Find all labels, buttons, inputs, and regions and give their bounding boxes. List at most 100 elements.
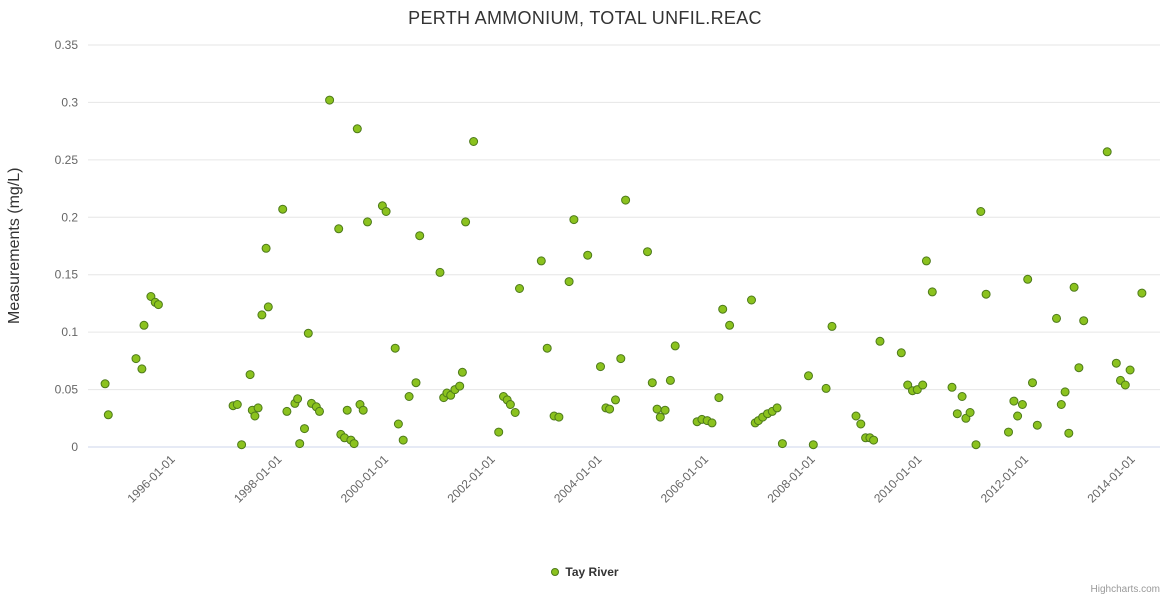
data-point[interactable]	[390, 343, 400, 353]
data-point[interactable]	[1056, 400, 1066, 409]
data-point[interactable]	[827, 321, 837, 331]
data-point[interactable]	[655, 412, 665, 422]
data-point[interactable]	[927, 287, 937, 297]
data-point[interactable]	[777, 439, 787, 449]
data-point[interactable]	[1120, 380, 1130, 390]
data-point[interactable]	[1052, 313, 1061, 323]
data-point[interactable]	[1009, 396, 1019, 406]
data-point[interactable]	[747, 295, 756, 305]
data-point[interactable]	[1064, 428, 1074, 438]
data-point[interactable]	[725, 320, 735, 330]
data-point[interactable]	[515, 284, 524, 293]
data-point[interactable]	[293, 394, 303, 404]
data-point[interactable]	[1032, 420, 1042, 430]
data-point[interactable]	[253, 403, 263, 413]
data-point[interactable]	[1023, 274, 1033, 284]
data-point[interactable]	[393, 419, 403, 429]
data-point[interactable]	[1028, 378, 1037, 388]
data-point[interactable]	[282, 406, 292, 416]
data-point[interactable]	[821, 383, 831, 393]
data-point[interactable]	[469, 137, 479, 146]
data-point[interactable]	[1069, 282, 1079, 292]
data-point[interactable]	[976, 207, 986, 216]
data-point[interactable]	[342, 405, 352, 415]
data-point[interactable]	[411, 378, 421, 388]
data-point[interactable]	[257, 310, 267, 320]
data-point[interactable]	[334, 224, 344, 234]
data-point[interactable]	[605, 404, 615, 414]
highcharts-credits-link[interactable]: Highcharts.com	[1090, 584, 1160, 595]
data-point[interactable]	[957, 392, 967, 401]
data-point[interactable]	[505, 400, 515, 409]
data-point[interactable]	[621, 195, 631, 205]
data-point[interactable]	[303, 328, 313, 338]
data-point[interactable]	[596, 362, 605, 372]
data-point[interactable]	[665, 375, 675, 385]
data-point[interactable]	[875, 336, 885, 346]
data-point[interactable]	[494, 427, 504, 437]
data-point[interactable]	[250, 411, 260, 421]
data-point[interactable]	[461, 217, 471, 227]
data-point[interactable]	[139, 320, 149, 330]
data-point[interactable]	[1137, 288, 1147, 298]
data-point[interactable]	[971, 440, 981, 450]
data-point[interactable]	[670, 341, 680, 351]
data-point[interactable]	[300, 424, 309, 434]
data-point[interactable]	[325, 95, 335, 105]
data-point[interactable]	[261, 243, 271, 253]
data-point[interactable]	[965, 408, 975, 417]
data-point[interactable]	[542, 343, 552, 353]
data-point[interactable]	[947, 382, 957, 392]
data-point[interactable]	[295, 439, 305, 449]
data-point[interactable]	[918, 380, 928, 390]
data-point[interactable]	[381, 207, 391, 216]
data-point[interactable]	[137, 364, 147, 374]
data-point[interactable]	[404, 392, 414, 401]
data-point[interactable]	[398, 435, 408, 445]
data-point[interactable]	[100, 379, 110, 389]
data-point[interactable]	[1079, 316, 1089, 326]
data-point[interactable]	[554, 412, 564, 422]
data-point[interactable]	[804, 371, 813, 381]
data-point[interactable]	[263, 302, 273, 312]
data-point[interactable]	[611, 395, 620, 405]
data-point[interactable]	[643, 247, 652, 257]
legend-item-tay-river[interactable]: Tay River	[0, 565, 1170, 579]
data-point[interactable]	[616, 354, 626, 364]
data-point[interactable]	[718, 304, 728, 314]
data-point[interactable]	[707, 418, 717, 428]
data-point[interactable]	[772, 403, 782, 413]
data-point[interactable]	[315, 406, 324, 416]
data-point[interactable]	[1102, 147, 1112, 157]
data-point[interactable]	[232, 400, 242, 409]
data-point[interactable]	[921, 256, 931, 266]
data-point[interactable]	[352, 124, 362, 134]
data-point[interactable]	[103, 410, 113, 420]
data-point[interactable]	[896, 348, 906, 358]
data-point[interactable]	[358, 405, 368, 415]
data-point[interactable]	[714, 393, 724, 403]
data-point[interactable]	[1004, 427, 1013, 437]
data-point[interactable]	[564, 277, 574, 287]
data-point[interactable]	[131, 354, 141, 364]
data-point[interactable]	[510, 408, 520, 417]
data-point[interactable]	[278, 204, 288, 214]
data-point[interactable]	[1013, 411, 1023, 421]
data-point[interactable]	[415, 231, 425, 241]
data-point[interactable]	[903, 380, 913, 390]
data-point[interactable]	[363, 217, 372, 227]
data-point[interactable]	[1125, 365, 1135, 375]
data-point[interactable]	[455, 381, 465, 391]
data-point[interactable]	[245, 370, 255, 380]
data-point[interactable]	[660, 405, 670, 415]
data-point[interactable]	[569, 215, 579, 225]
data-point[interactable]	[652, 404, 662, 414]
data-point[interactable]	[981, 289, 991, 299]
data-point[interactable]	[536, 256, 546, 266]
data-point[interactable]	[583, 250, 593, 260]
data-point[interactable]	[435, 267, 445, 277]
data-point[interactable]	[1074, 363, 1084, 373]
data-point[interactable]	[808, 440, 818, 450]
data-point[interactable]	[153, 300, 163, 310]
data-point[interactable]	[856, 419, 866, 429]
